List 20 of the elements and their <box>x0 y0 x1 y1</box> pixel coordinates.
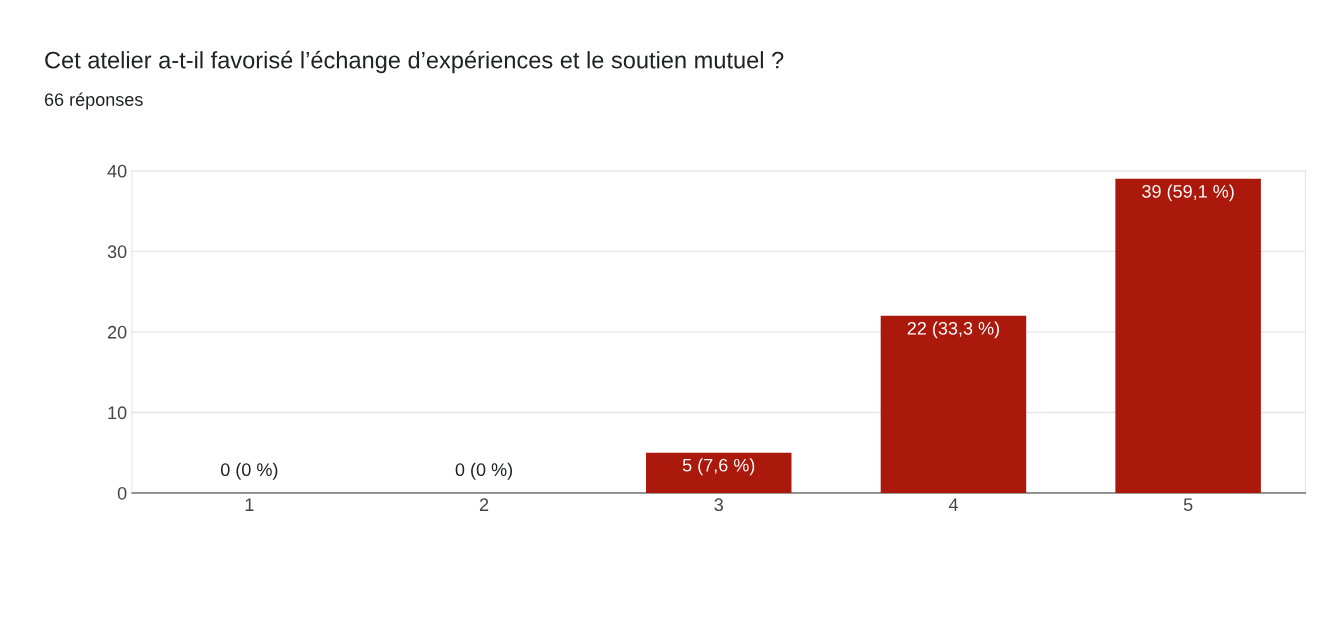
data-label: 39 (59,1 %) <box>1142 184 1234 202</box>
data-label: 5 (7,6 %) <box>682 458 755 476</box>
x-tick-label: 1 <box>245 498 254 511</box>
y-tick-label: 0 <box>117 486 127 500</box>
chart-subtitle: 66 réponses <box>44 92 143 110</box>
x-tick-label: 4 <box>948 498 958 511</box>
y-tick-label: 20 <box>107 325 127 339</box>
x-tick-label: 2 <box>479 498 489 511</box>
y-tick-label: 40 <box>107 164 127 178</box>
bar <box>1115 178 1261 493</box>
y-tick-label: 30 <box>107 245 127 259</box>
data-label: 0 (0 %) <box>220 462 278 480</box>
data-label: 0 (0 %) <box>455 462 513 480</box>
data-label: 22 (33,3 %) <box>907 321 999 339</box>
bar <box>880 315 1027 493</box>
x-tick-label: 3 <box>714 498 723 512</box>
chart-title: Cet atelier a-t-il favorisé l’échange d’expériences et le soutien mutuel ? <box>45 50 784 74</box>
bar <box>645 452 792 493</box>
x-tick-label: 5 <box>1183 498 1193 512</box>
y-tick-label: 10 <box>108 406 127 420</box>
